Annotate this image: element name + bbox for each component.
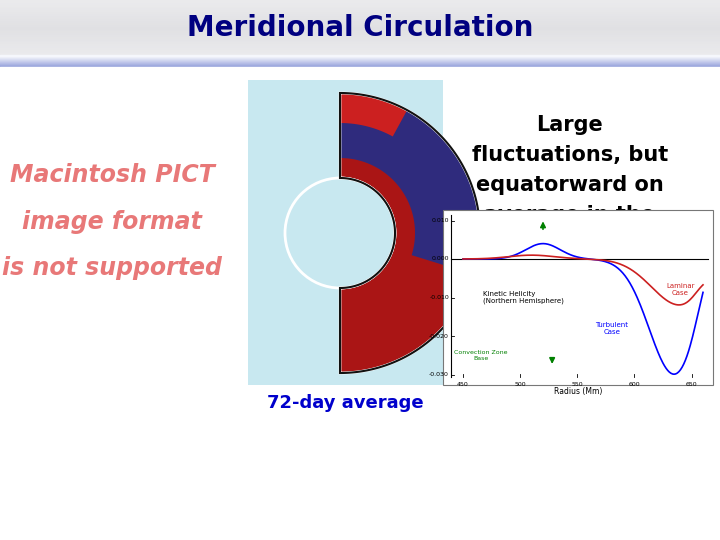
Text: 450: 450 (457, 382, 469, 387)
Polygon shape (340, 93, 480, 373)
Text: zone: zone (542, 265, 598, 285)
Text: equatorward on: equatorward on (476, 175, 664, 195)
Text: 600: 600 (629, 382, 640, 387)
Text: lower convection: lower convection (469, 235, 670, 255)
Text: -0.010: -0.010 (429, 295, 449, 300)
Text: image format: image format (22, 210, 202, 234)
Text: is not supported: is not supported (2, 256, 222, 280)
Bar (248, 80, 443, 385)
Text: -0.020: -0.020 (429, 334, 449, 339)
Text: Large: Large (536, 115, 603, 135)
Text: Kinetic Helicity
(Northern Hemisphere): Kinetic Helicity (Northern Hemisphere) (483, 291, 564, 304)
Text: 72-day average: 72-day average (266, 394, 423, 412)
Text: 0.000: 0.000 (431, 256, 449, 261)
Bar (443, 210, 713, 385)
Text: -0.030: -0.030 (429, 372, 449, 377)
Text: Meridional Circulation: Meridional Circulation (186, 14, 534, 42)
Text: average in the: average in the (485, 205, 655, 225)
Polygon shape (340, 93, 407, 137)
Text: Radius (Mm): Radius (Mm) (554, 387, 602, 396)
Text: 650: 650 (685, 382, 698, 387)
Text: 550: 550 (572, 382, 583, 387)
Text: fluctuations, but: fluctuations, but (472, 145, 668, 165)
Text: 0.010: 0.010 (431, 218, 449, 223)
Text: Convection Zone
Base: Convection Zone Base (454, 350, 508, 361)
Polygon shape (340, 93, 480, 274)
Text: Turbulent
Case: Turbulent Case (595, 322, 628, 335)
Text: Macintosh PICT: Macintosh PICT (9, 163, 215, 187)
Text: Laminar
Case: Laminar Case (666, 284, 694, 296)
Text: 500: 500 (514, 382, 526, 387)
